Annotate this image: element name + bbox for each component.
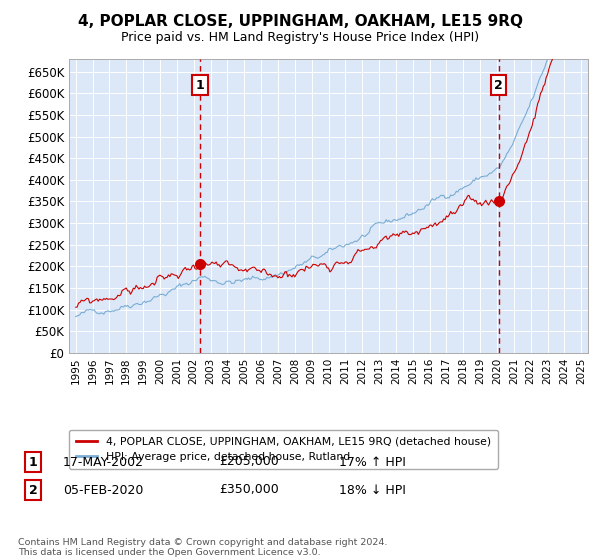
Text: 18% ↓ HPI: 18% ↓ HPI xyxy=(339,483,406,497)
Text: 1: 1 xyxy=(29,455,37,469)
Text: £350,000: £350,000 xyxy=(219,483,279,497)
Text: 05-FEB-2020: 05-FEB-2020 xyxy=(63,483,143,497)
Text: Contains HM Land Registry data © Crown copyright and database right 2024.
This d: Contains HM Land Registry data © Crown c… xyxy=(18,538,388,557)
Text: 17% ↑ HPI: 17% ↑ HPI xyxy=(339,455,406,469)
Text: 17-MAY-2002: 17-MAY-2002 xyxy=(63,455,144,469)
Text: £205,000: £205,000 xyxy=(219,455,279,469)
Text: 4, POPLAR CLOSE, UPPINGHAM, OAKHAM, LE15 9RQ: 4, POPLAR CLOSE, UPPINGHAM, OAKHAM, LE15… xyxy=(77,14,523,29)
Text: Price paid vs. HM Land Registry's House Price Index (HPI): Price paid vs. HM Land Registry's House … xyxy=(121,31,479,44)
Legend: 4, POPLAR CLOSE, UPPINGHAM, OAKHAM, LE15 9RQ (detached house), HPI: Average pric: 4, POPLAR CLOSE, UPPINGHAM, OAKHAM, LE15… xyxy=(69,430,497,469)
Text: 2: 2 xyxy=(29,483,37,497)
Text: 2: 2 xyxy=(494,79,503,92)
Text: 1: 1 xyxy=(196,79,205,92)
